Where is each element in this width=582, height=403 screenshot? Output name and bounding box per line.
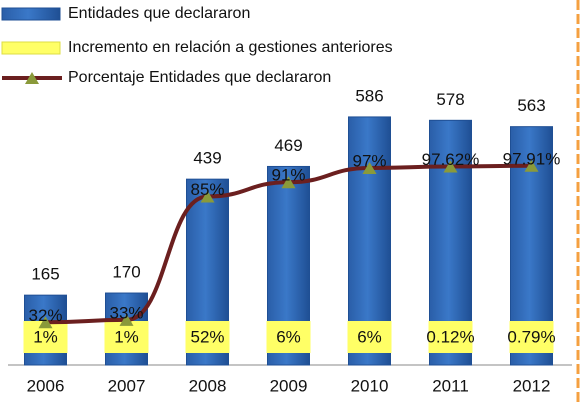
percentage-label: 97.62% bbox=[422, 150, 480, 169]
increment-box bbox=[428, 321, 473, 353]
legend-label: Porcentaje Entidades que declararon bbox=[68, 69, 331, 86]
bar-value-label: 469 bbox=[274, 136, 302, 155]
increment-label: 52% bbox=[190, 327, 224, 346]
x-tick-label: 2009 bbox=[270, 376, 308, 395]
legend-swatch bbox=[1, 7, 61, 21]
legend-swatch bbox=[25, 72, 39, 84]
increment-box bbox=[185, 321, 230, 353]
x-tick-label: 2010 bbox=[351, 376, 389, 395]
percentage-marker bbox=[281, 176, 296, 189]
legend-swatch bbox=[1, 41, 61, 55]
bar-value-label: 439 bbox=[193, 149, 221, 168]
legend-label: Incremento en relación a gestiones anter… bbox=[68, 39, 393, 56]
percentage-label: 97.91% bbox=[503, 149, 561, 168]
percentage-label: 85% bbox=[190, 180, 224, 199]
percentage-label: 33% bbox=[109, 303, 143, 322]
legend: Entidades que declararon Incremento en re… bbox=[1, 5, 393, 86]
increment-box bbox=[509, 321, 554, 353]
bar-value-label: 578 bbox=[436, 90, 464, 109]
x-tick-label: 2012 bbox=[513, 376, 551, 395]
bar-value-label: 586 bbox=[355, 86, 383, 105]
percentage-label: 91% bbox=[271, 166, 305, 185]
increment-label: 0.12% bbox=[426, 327, 474, 346]
x-tick-label: 2007 bbox=[108, 376, 146, 395]
percentage-marker bbox=[524, 159, 539, 172]
percentage-label: 32% bbox=[28, 306, 62, 325]
percentage-marker bbox=[362, 161, 377, 174]
percentage-marker bbox=[200, 190, 215, 203]
increment-box bbox=[266, 321, 311, 353]
bar-value-label: 165 bbox=[31, 265, 59, 284]
x-tick-label: 2011 bbox=[432, 376, 469, 395]
increment-box bbox=[347, 321, 392, 353]
percentage-marker bbox=[38, 316, 53, 329]
increment-label: 0.79% bbox=[507, 327, 555, 346]
legend-label: Entidades que declararon bbox=[68, 5, 250, 22]
percentage-marker bbox=[443, 160, 458, 173]
bar-value-label: 563 bbox=[517, 96, 545, 115]
increment-label: 1% bbox=[114, 327, 139, 346]
x-tick-label: 2006 bbox=[27, 376, 65, 395]
increment-label: 1% bbox=[33, 327, 58, 346]
increment-box bbox=[104, 321, 149, 353]
x-tick-label: 2008 bbox=[189, 376, 227, 395]
percentage-marker bbox=[119, 313, 134, 326]
bar-value-label: 170 bbox=[112, 263, 140, 282]
increment-label: 6% bbox=[276, 327, 301, 346]
increment-label: 6% bbox=[357, 327, 382, 346]
percentage-label: 97% bbox=[352, 151, 386, 170]
